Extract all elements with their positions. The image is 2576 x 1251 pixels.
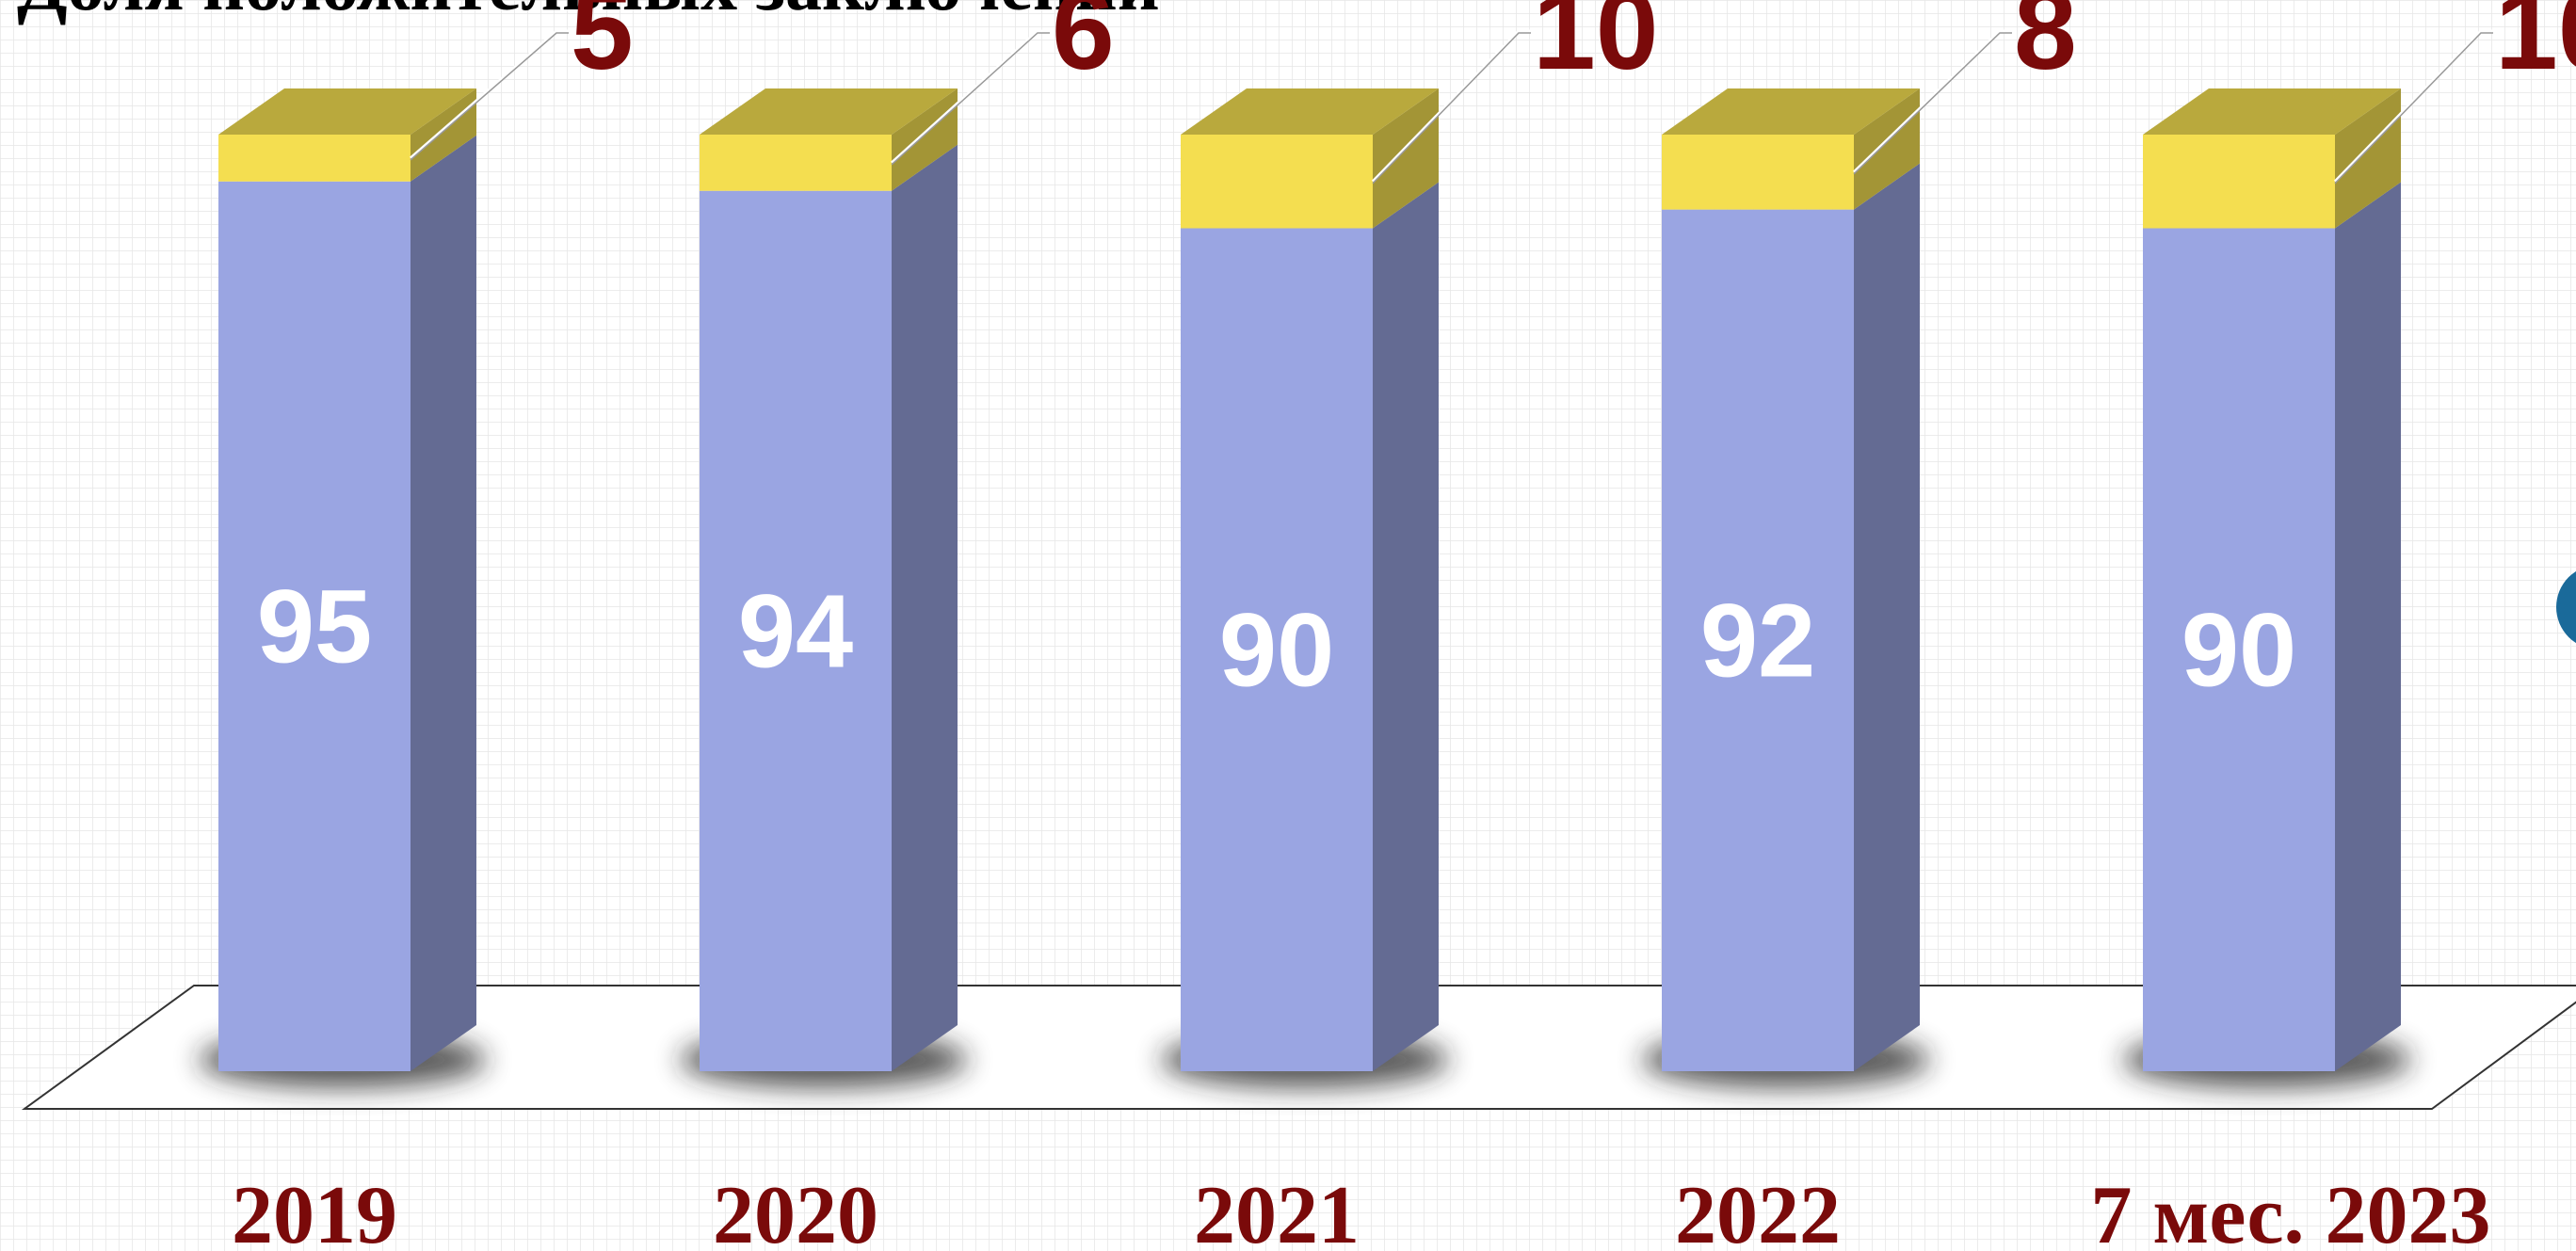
x-tick-label: 7 мес. 2023 bbox=[2090, 1170, 2490, 1251]
leader-line bbox=[1372, 32, 1531, 184]
chart-title: Доля положительных заключений bbox=[17, 0, 1160, 25]
bar-front bbox=[218, 181, 411, 1071]
x-tick-label: 2021 bbox=[1194, 1170, 1360, 1251]
value-label: 10 bbox=[1533, 0, 1658, 93]
bar-front bbox=[700, 190, 892, 1071]
value-label: 94 bbox=[738, 573, 853, 689]
x-tick-label: 2020 bbox=[713, 1170, 878, 1251]
bar-side bbox=[2335, 88, 2401, 229]
bar-side bbox=[1373, 182, 1439, 1071]
bar-front bbox=[2143, 135, 2335, 229]
bar-front bbox=[1662, 135, 1854, 210]
x-tick-label: 2022 bbox=[1675, 1170, 1841, 1251]
value-label: 5 bbox=[571, 0, 634, 93]
value-label: 6 bbox=[1052, 0, 1115, 93]
leader-line bbox=[1371, 29, 1531, 183]
value-label: 90 bbox=[1219, 592, 1334, 708]
bar-top bbox=[218, 88, 476, 135]
bar-top bbox=[1181, 88, 1439, 135]
bar-top bbox=[2143, 88, 2401, 135]
bar-top bbox=[1662, 88, 1920, 135]
bar-side bbox=[892, 88, 958, 191]
plot-area: 95 5 2019 94 6 2020 90 10 2021 92 8 2022 90 10 7 мес. … bbox=[199, 0, 2576, 1251]
bar-front bbox=[1662, 209, 1854, 1072]
bar-side bbox=[2335, 182, 2401, 1071]
x-tick-label: 2019 bbox=[232, 1170, 397, 1251]
bar-side bbox=[1373, 88, 1439, 229]
bar-side bbox=[411, 88, 476, 182]
leader-line bbox=[1852, 29, 2012, 173]
leader-line bbox=[410, 29, 569, 160]
bar-side bbox=[411, 135, 476, 1071]
value-label: 90 bbox=[2182, 592, 2296, 708]
bar-front bbox=[1181, 135, 1373, 229]
bar-side bbox=[1854, 88, 1920, 210]
value-label: 8 bbox=[2014, 0, 2077, 93]
leader-line bbox=[890, 29, 1050, 164]
bar-side bbox=[892, 144, 958, 1071]
bar-front bbox=[2143, 228, 2335, 1071]
bar-front bbox=[700, 135, 892, 191]
leader-line bbox=[2333, 29, 2493, 183]
bar-top bbox=[700, 88, 958, 135]
bar-side bbox=[1854, 163, 1920, 1072]
value-label: 92 bbox=[1700, 583, 1815, 698]
leader-line bbox=[2334, 32, 2493, 184]
bar-front bbox=[1181, 228, 1373, 1071]
leader-line bbox=[891, 32, 1050, 166]
bar-front bbox=[218, 135, 411, 182]
leader-line bbox=[410, 32, 569, 161]
leader-line bbox=[1853, 32, 2012, 175]
value-label: 10 bbox=[2495, 0, 2576, 93]
decor-circle bbox=[2556, 570, 2576, 644]
value-label: 95 bbox=[257, 569, 372, 684]
